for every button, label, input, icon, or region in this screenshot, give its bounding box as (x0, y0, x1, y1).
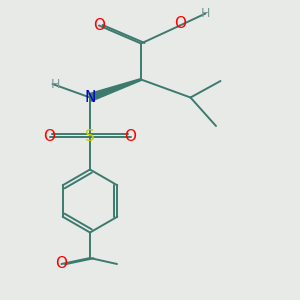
Text: O: O (93, 18, 105, 33)
Text: O: O (174, 16, 186, 32)
Text: H: H (201, 7, 210, 20)
Text: O: O (56, 256, 68, 272)
Polygon shape (89, 79, 141, 101)
Text: N: N (84, 90, 96, 105)
Text: H: H (51, 77, 60, 91)
Text: O: O (44, 129, 56, 144)
Text: O: O (124, 129, 136, 144)
Text: S: S (85, 129, 95, 144)
